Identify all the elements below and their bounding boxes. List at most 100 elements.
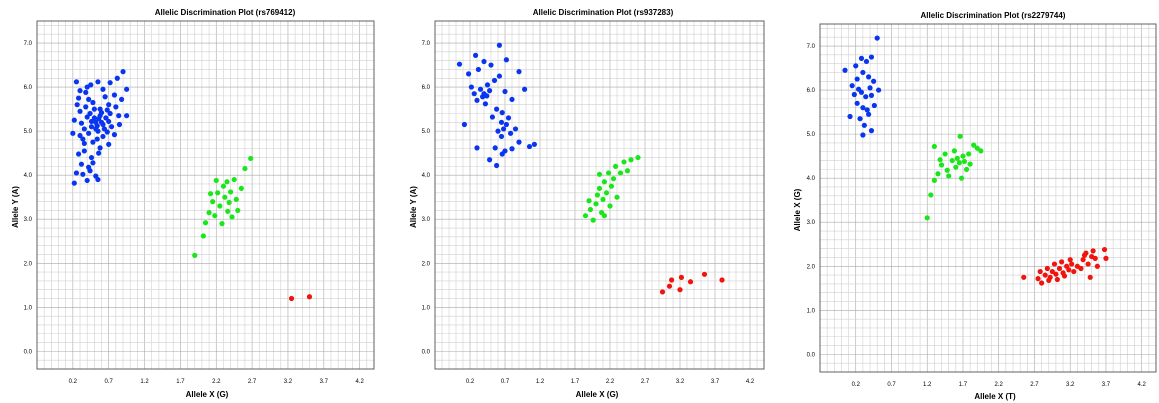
data-point	[509, 146, 515, 152]
y-tick-label: 2.0	[807, 264, 816, 270]
x-ticks: 0.2 0.7 1.2 1.7 2.2 2.7 3.2 3.7 4.2	[852, 382, 1147, 388]
data-point	[949, 157, 955, 164]
data-point	[1037, 268, 1043, 275]
y-ticks: 0.0 1.0 2.0 3.0 4.0 5.0 6.0 7.0	[807, 44, 816, 358]
x-tick-label: 0.7	[887, 382, 896, 388]
data-point	[1039, 280, 1045, 286]
data-point	[522, 86, 528, 92]
data-point	[610, 176, 617, 182]
y-tick-label: 0.0	[422, 349, 431, 355]
chart-title: Allelic Discrimination Plot (rs769412)	[155, 8, 296, 17]
data-point	[1080, 257, 1086, 263]
y-tick-label: 0.0	[807, 352, 816, 358]
data-point	[231, 176, 237, 183]
data-point	[95, 128, 101, 134]
data-point	[81, 126, 87, 132]
data-point	[1101, 246, 1108, 253]
x-tick-label: 1.2	[923, 382, 932, 388]
data-point	[492, 145, 498, 151]
data-point	[491, 77, 498, 84]
y-tick-label: 7.0	[422, 41, 431, 47]
data-point	[471, 91, 477, 97]
x-tick-label: 4.2	[746, 379, 755, 385]
data-point	[97, 145, 103, 151]
data-point	[466, 71, 472, 77]
x-tick-label: 1.2	[536, 379, 545, 385]
data-point	[1090, 248, 1096, 254]
data-point	[677, 287, 683, 293]
data-point	[967, 161, 973, 167]
data-point	[116, 121, 123, 128]
data-point	[858, 55, 865, 61]
data-point	[851, 91, 857, 98]
data-point	[482, 101, 488, 107]
plot-frame	[819, 23, 1157, 373]
data-point	[863, 58, 870, 65]
data-point	[210, 199, 216, 205]
x-tick-label: 3.2	[284, 379, 293, 385]
data-point	[582, 213, 589, 219]
data-point	[219, 221, 225, 227]
data-point	[1094, 263, 1100, 269]
data-point	[861, 122, 867, 128]
data-point	[83, 104, 89, 110]
data-point	[100, 133, 106, 140]
data-point	[847, 113, 853, 120]
data-point	[91, 106, 97, 112]
data-point	[669, 277, 675, 283]
data-point	[206, 210, 212, 216]
x-tick-label: 2.2	[606, 379, 615, 385]
data-point	[84, 177, 90, 184]
data-point	[928, 192, 934, 198]
y-tick-label: 3.0	[24, 217, 33, 223]
plot-3: Allelic Discrimination Plot (rs2279744) …	[772, 0, 1159, 403]
data-point	[77, 88, 83, 94]
data-point	[86, 96, 92, 103]
data-point	[480, 94, 486, 100]
data-point	[75, 151, 82, 157]
data-point	[96, 150, 102, 156]
data-point	[601, 179, 607, 185]
x-tick-label: 2.7	[248, 379, 257, 385]
y-tick-label: 6.0	[24, 85, 33, 91]
data-point	[586, 198, 592, 204]
x-tick-label: 0.2	[69, 379, 78, 385]
data-point	[90, 160, 96, 166]
data-point	[488, 62, 494, 68]
data-point	[101, 126, 107, 132]
data-point	[106, 118, 112, 125]
data-point	[90, 99, 96, 106]
data-point	[593, 201, 599, 207]
x-tick-label: 1.7	[959, 382, 968, 388]
data-point	[474, 97, 480, 103]
data-point	[489, 114, 495, 120]
data-point	[213, 177, 219, 184]
data-point	[233, 196, 239, 203]
data-point	[978, 148, 984, 154]
data-point	[487, 157, 493, 163]
plot-2-svg: Allelic Discrimination Plot (rs937283) 0…	[409, 8, 765, 399]
x-tick-label: 2.7	[1030, 382, 1039, 388]
data-point	[124, 86, 130, 92]
data-point	[701, 271, 708, 277]
data-point	[456, 61, 463, 67]
data-point	[1087, 274, 1093, 280]
data-point	[484, 82, 491, 88]
data-point	[1044, 265, 1050, 272]
data-point	[88, 124, 95, 130]
data-point	[938, 162, 945, 168]
data-point	[860, 69, 866, 76]
data-point	[1051, 261, 1058, 267]
data-point	[503, 57, 509, 63]
data-point	[971, 142, 977, 148]
data-point	[77, 108, 83, 114]
data-point	[111, 132, 118, 138]
grid	[36, 21, 375, 370]
data-point	[1053, 271, 1059, 277]
data-point	[499, 151, 505, 157]
data-point	[94, 136, 100, 142]
data-point	[871, 78, 877, 84]
y-tick-label: 5.0	[24, 129, 33, 135]
data-point	[107, 80, 113, 86]
data-points	[70, 69, 313, 302]
